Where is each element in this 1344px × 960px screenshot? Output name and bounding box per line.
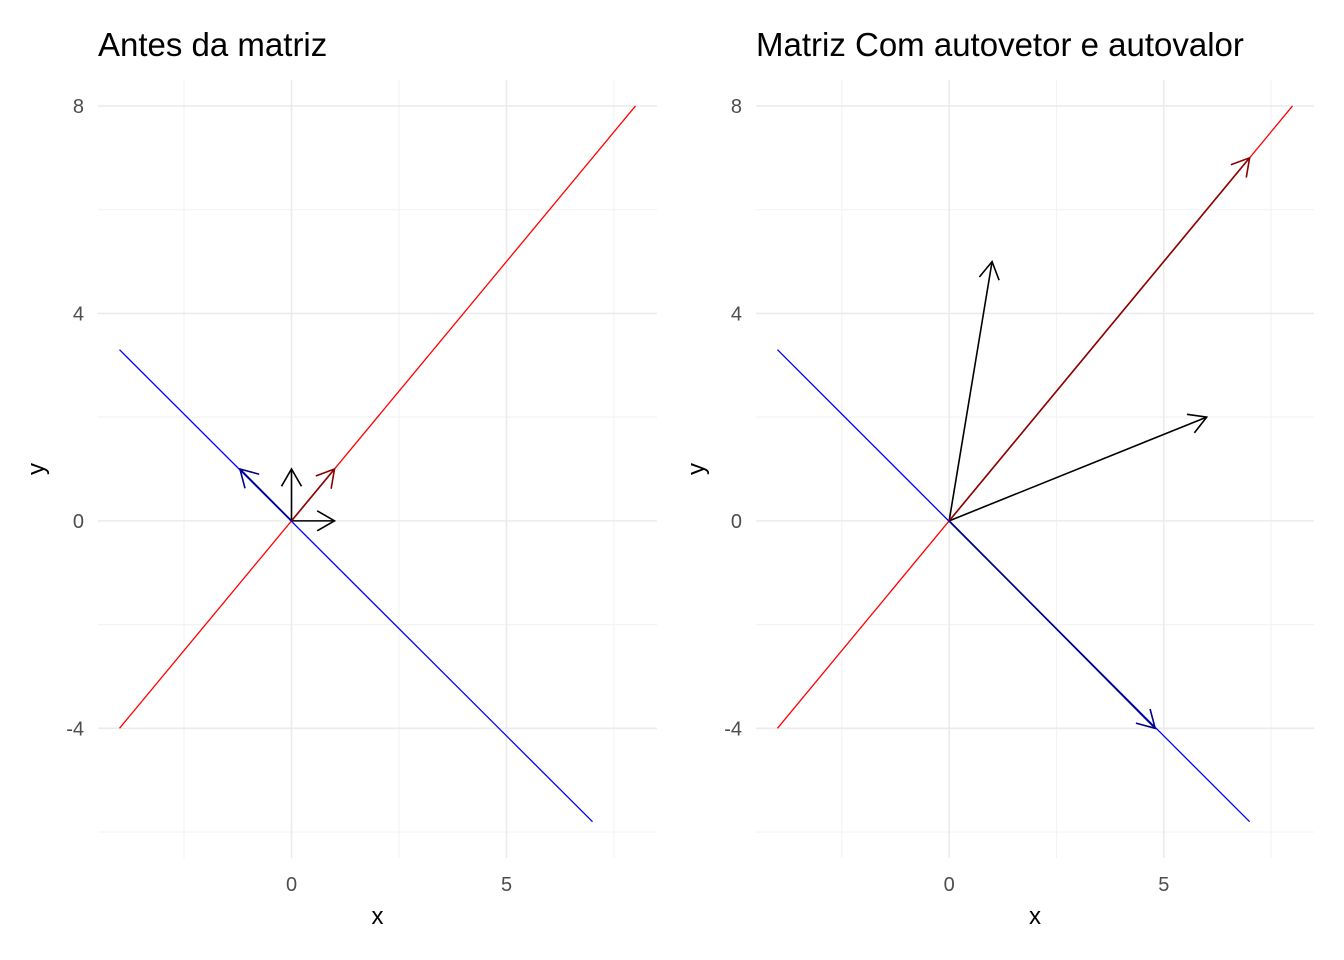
vector-arrowhead-2 — [315, 467, 336, 489]
vector-arrow-2 — [948, 157, 1251, 522]
panel-before-matrix: 0 5 -4 0 4 8 Antes da matriz x y — [23, 26, 657, 930]
vector-arrowhead-1 — [280, 467, 303, 487]
x-tick-label: 5 — [1158, 874, 1169, 896]
chart-title: Antes da matriz — [98, 26, 327, 63]
vector-arrow-0 — [948, 416, 1207, 522]
vector-arrowhead-0 — [316, 510, 337, 532]
vector-arrowhead-2 — [1230, 156, 1251, 178]
chart-title: Matriz Com autovetor e autovalor — [756, 26, 1244, 63]
vector-arrowhead-0 — [1186, 413, 1209, 434]
y-axis-label: y — [683, 463, 710, 475]
y-tick-label: 0 — [731, 511, 742, 533]
x-axis-label: x — [372, 903, 384, 930]
y-tick-label: 0 — [73, 511, 84, 533]
vector-arrowhead-3 — [238, 467, 260, 489]
x-tick-label: 5 — [501, 874, 512, 896]
y-tick-label: 8 — [731, 96, 742, 118]
y-tick-label: -4 — [66, 718, 84, 740]
x-tick-label: 0 — [944, 874, 955, 896]
series-line-0 — [118, 105, 637, 729]
vector-arrow-3 — [948, 520, 1156, 729]
vector-arrow-2 — [290, 468, 336, 522]
y-tick-label: 4 — [73, 303, 84, 325]
vector-arrow-3 — [239, 468, 293, 522]
y-tick-label: 4 — [731, 303, 742, 325]
vector-arrow-1 — [948, 261, 993, 521]
series-line-1 — [119, 349, 593, 823]
y-tick-label: 8 — [73, 96, 84, 118]
y-tick-label: -4 — [724, 718, 742, 740]
x-axis-label: x — [1029, 903, 1041, 930]
x-tick-label: 0 — [286, 874, 297, 896]
vector-arrowhead-3 — [1135, 708, 1157, 730]
y-axis-label: y — [23, 463, 50, 475]
vector-arrowhead-1 — [978, 259, 1000, 281]
panel-matrix-eigen: 0 5 -4 0 4 8 Matriz Com autovetor e autovalor x… — [683, 26, 1314, 930]
